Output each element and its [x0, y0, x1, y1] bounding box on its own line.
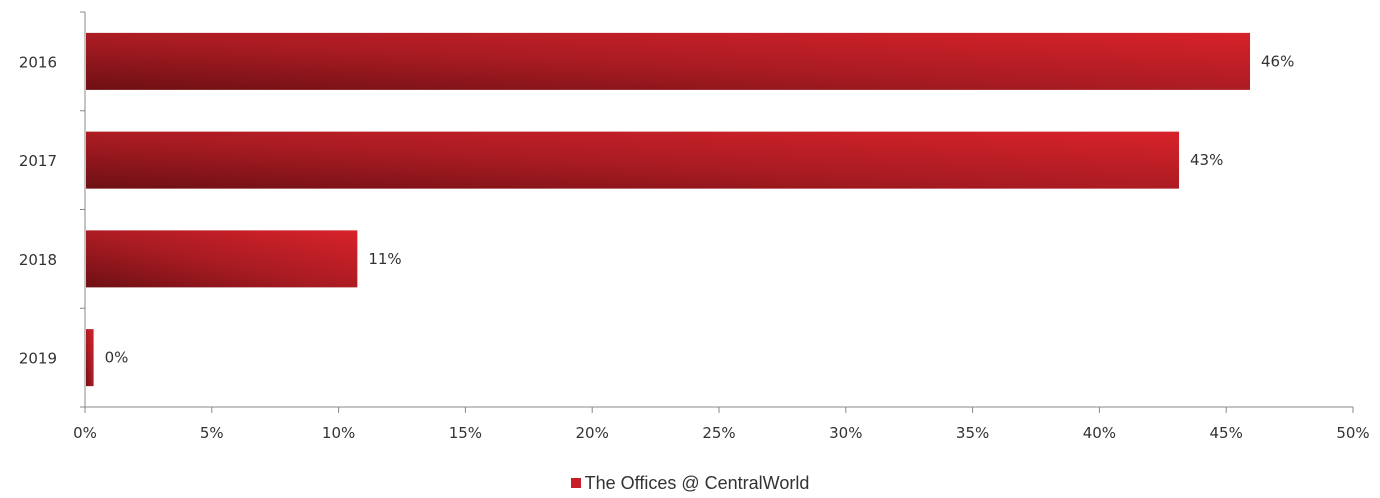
axes: 0% 5% 10% 15% 20% 25% 30% 35% 40% 45% 50% — [73, 11, 1370, 442]
x-tick-label: 0% — [73, 424, 97, 442]
data-label: 43% — [1190, 151, 1223, 169]
y-tick-label: 2018 — [19, 251, 57, 269]
legend-swatch — [570, 478, 581, 488]
bar — [86, 329, 94, 387]
data-label: 0% — [105, 349, 129, 367]
x-tick-label: 5% — [200, 424, 224, 442]
data-label: 11% — [368, 250, 401, 268]
data-label: 46% — [1261, 52, 1294, 70]
x-tick-label: 35% — [956, 424, 989, 442]
bar — [86, 230, 358, 288]
legend: The Offices @ CentralWorld — [0, 473, 1380, 494]
x-tick-label: 25% — [702, 424, 735, 442]
bar — [86, 131, 1180, 189]
x-tick-label: 20% — [576, 424, 609, 442]
bars — [86, 32, 1251, 387]
y-tick-label: 2017 — [19, 152, 57, 170]
x-tick-label: 40% — [1083, 424, 1116, 442]
y-tick-label: 2019 — [19, 350, 57, 368]
x-tick-label: 50% — [1336, 424, 1369, 442]
x-tick-label: 10% — [322, 424, 355, 442]
legend-label: The Offices @ CentralWorld — [584, 473, 810, 493]
x-tick-label: 15% — [449, 424, 482, 442]
labels: 2016 46% 2017 43% 2018 11% 2019 0% — [19, 52, 1295, 367]
x-tick-label: 30% — [829, 424, 862, 442]
bar — [86, 32, 1251, 90]
y-tick-label: 2016 — [19, 53, 57, 71]
x-tick-label: 45% — [1210, 424, 1243, 442]
